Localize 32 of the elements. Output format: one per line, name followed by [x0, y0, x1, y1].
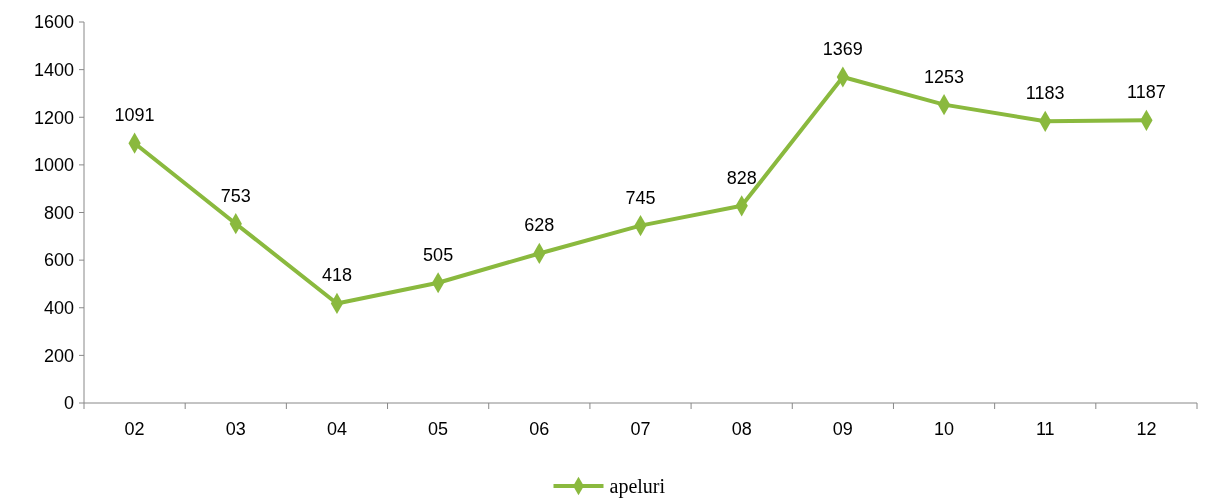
data-label: 1183	[1025, 83, 1065, 104]
x-tick-label: 03	[225, 419, 246, 439]
x-tick-label: 05	[428, 419, 449, 439]
y-tick-label: 400	[43, 298, 74, 319]
legend-label: apeluri	[609, 475, 666, 498]
data-label: 1091	[114, 105, 155, 126]
y-tick-label: 1000	[33, 155, 74, 176]
x-tick-label: 11	[1035, 419, 1055, 439]
data-label: 753	[220, 185, 251, 206]
x-tick-label: 07	[630, 419, 651, 439]
y-tick-label: 1400	[33, 59, 74, 80]
y-tick-label: 1200	[33, 107, 74, 128]
x-tick-label: 10	[934, 419, 955, 439]
x-tick-label: 09	[832, 419, 853, 439]
data-label: 1187	[1127, 82, 1166, 103]
x-tick-label: 04	[326, 419, 347, 439]
data-label: 418	[321, 265, 352, 286]
data-label: 628	[524, 215, 555, 236]
data-label: 828	[726, 167, 757, 188]
y-tick-label: 600	[43, 250, 74, 271]
x-tick-label: 06	[529, 419, 550, 439]
x-tick-label: 12	[1136, 419, 1157, 439]
x-tick-label: 08	[731, 419, 752, 439]
y-tick-label: 0	[63, 393, 74, 414]
x-tick-label: 02	[124, 419, 145, 439]
y-tick-label: 1600	[33, 12, 74, 33]
y-tick-label: 200	[43, 345, 74, 366]
data-label: 745	[625, 187, 656, 208]
data-label: 1369	[822, 39, 863, 60]
data-label: 505	[423, 244, 454, 265]
data-label: 1253	[924, 66, 965, 87]
y-tick-label: 800	[43, 202, 74, 223]
